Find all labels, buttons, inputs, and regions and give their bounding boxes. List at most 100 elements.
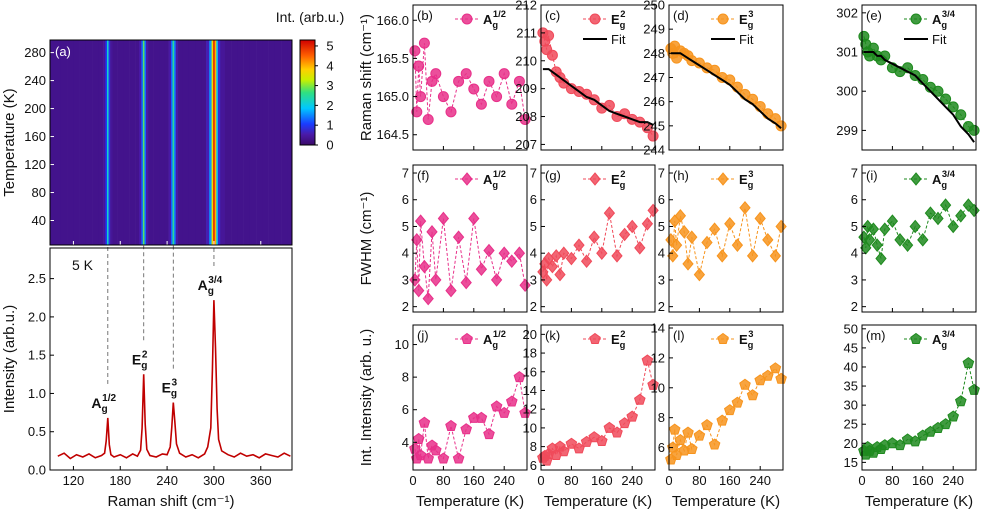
panel-label: (i) (866, 168, 878, 183)
y-tick-label: 5 (402, 219, 409, 234)
panel-label: (j) (417, 328, 429, 343)
point (475, 411, 488, 423)
legend-marker (717, 13, 729, 25)
plot-frame (412, 324, 528, 471)
point (418, 416, 431, 428)
point (894, 233, 906, 247)
heat-cell (224, 40, 232, 245)
point (708, 438, 721, 450)
point (498, 406, 511, 418)
point (453, 75, 465, 87)
x-axis-label: Temperature (K) (672, 493, 780, 510)
point (483, 428, 495, 440)
point (513, 75, 525, 87)
y-tick-label: 7 (530, 166, 537, 181)
panel-label: (a) (55, 44, 71, 59)
point (491, 91, 503, 103)
y-tick-label: 16 (523, 364, 537, 379)
y-tick-label: 200 (24, 101, 46, 116)
y-tick-label: 120 (24, 157, 46, 172)
point (409, 442, 421, 454)
point (490, 400, 503, 412)
heat-cell (144, 40, 147, 245)
point (947, 410, 960, 422)
mode-sub: g (171, 389, 177, 400)
y-tick-label: 5 (530, 219, 537, 234)
point (445, 106, 457, 118)
point (452, 452, 465, 464)
y-tick-label: 3 (402, 272, 409, 287)
point (678, 225, 690, 239)
point (626, 410, 639, 422)
y-tick-label: 244 (643, 143, 665, 158)
point (769, 362, 782, 374)
spectrum-line (57, 300, 291, 460)
heat-cell (85, 40, 93, 245)
legend-marker (910, 13, 922, 25)
heat-cell (213, 40, 216, 245)
x-tick-label: 0 (537, 473, 544, 488)
point (775, 372, 787, 384)
mode-base: E (739, 332, 748, 347)
point (731, 396, 744, 408)
panel-label: (e) (866, 8, 882, 23)
point (955, 109, 967, 121)
x-tick-label: 240 (942, 473, 964, 488)
colorbar-tick-label: 1 (326, 118, 333, 133)
point (418, 259, 431, 274)
mode-base: E (611, 332, 620, 347)
y-tick-label: 30 (844, 398, 858, 413)
mode-label: Eg3 (162, 378, 178, 400)
mode-sup: 3/4 (208, 275, 222, 286)
mode-sup: 3 (171, 378, 177, 389)
y-tick-label: 25 (844, 417, 858, 432)
mode-label: Ag3/4 (932, 169, 956, 190)
point (954, 395, 967, 407)
y-tick-label: 209 (515, 81, 537, 96)
heat-cell (249, 40, 257, 245)
point (543, 30, 555, 42)
y-tick-label: 6 (530, 192, 537, 207)
x-axis-label: Raman shift (cm⁻¹) (107, 493, 234, 510)
point (674, 433, 687, 446)
mode-sub: g (620, 20, 626, 30)
y-tick-label: 50 (844, 321, 858, 336)
y-tick-label: 20 (523, 327, 537, 342)
mode-sup: 3 (748, 329, 753, 339)
heat-cell (268, 40, 276, 245)
point (411, 106, 423, 118)
mode-sub: g (941, 340, 947, 350)
point (947, 101, 959, 113)
mode-sup: 1/2 (493, 9, 506, 19)
point (939, 198, 952, 212)
x-tick-label: 160 (912, 473, 934, 488)
heat-cell (164, 40, 169, 245)
point (739, 200, 751, 215)
mode-base: E (162, 380, 171, 396)
mode-sup: 3/4 (942, 329, 956, 339)
heat-cell (287, 40, 293, 245)
x-tick-label: 240 (493, 473, 515, 488)
point (724, 217, 736, 231)
y-tick-label: 4 (530, 246, 537, 261)
legend-marker (717, 172, 729, 186)
y-tick-label: 1.5 (28, 348, 46, 363)
point (682, 426, 694, 438)
y-tick-label: 7 (402, 166, 409, 181)
y-tick-label: 247 (643, 70, 665, 85)
point (939, 418, 952, 430)
plot-frame (861, 324, 977, 471)
plot-frame (861, 4, 977, 151)
fit-line (542, 68, 654, 126)
heat-cell (243, 40, 251, 245)
heat-cell (256, 40, 263, 245)
heat-cell (105, 40, 108, 245)
y-axis-label: Intensity (arb.u.) (1, 305, 18, 413)
y-tick-label: 207 (515, 137, 537, 152)
mode-base: E (739, 12, 748, 27)
mode-label: Ag1/2 (483, 9, 506, 30)
point (693, 429, 706, 441)
heat-cell (172, 40, 175, 245)
y-tick-label: 2 (658, 299, 665, 314)
y-tick-label: 14 (523, 383, 537, 398)
